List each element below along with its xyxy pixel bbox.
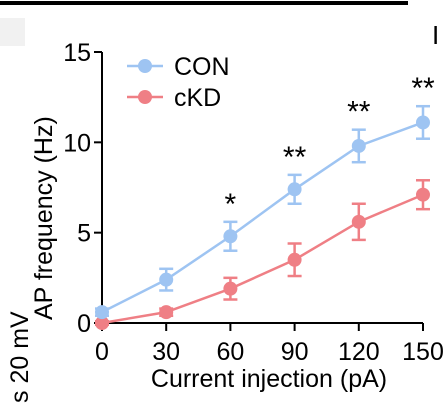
data-point	[416, 187, 430, 202]
plot-area	[95, 104, 430, 330]
x-tick-label: 90	[281, 338, 309, 366]
x-axis-label: Current injection (pA)	[151, 365, 387, 393]
data-point	[223, 281, 238, 296]
significance-annotations: *******	[225, 72, 435, 221]
data-point	[287, 182, 302, 197]
y-tick-label: 10	[63, 129, 91, 157]
data-point	[223, 229, 238, 244]
x-tick-label: 0	[95, 338, 109, 366]
significance-marker: **	[411, 72, 435, 105]
background-patch	[0, 18, 25, 46]
axes: 0 30 60 90 120 150 0 5 10 15	[63, 39, 444, 366]
x-tick-label: 30	[152, 338, 180, 366]
legend-marker	[138, 90, 152, 104]
x-tick-label: 150	[402, 338, 444, 366]
y-tick-label: 0	[77, 310, 91, 338]
data-point	[351, 138, 366, 153]
data-point	[95, 305, 109, 320]
data-point	[159, 305, 174, 320]
y-tick-label: 5	[77, 220, 91, 248]
data-point	[351, 214, 366, 229]
data-point	[416, 115, 430, 130]
legend-label: cKD	[174, 84, 221, 112]
y-axis-label: AP frequency (Hz)	[30, 116, 58, 320]
data-point	[159, 272, 174, 287]
significance-marker: **	[347, 96, 371, 129]
series-line	[101, 121, 424, 314]
panel-edge-label: I	[432, 20, 439, 50]
x-tick-label: 120	[338, 338, 380, 366]
cropped-axis-label: s 20 mV	[6, 311, 34, 403]
data-point	[95, 316, 109, 330]
significance-marker: **	[283, 141, 307, 174]
x-tick-label: 60	[216, 338, 244, 366]
legend-marker	[138, 59, 152, 73]
y-tick-label: 15	[63, 39, 91, 67]
data-point	[287, 252, 302, 267]
legend-label: CON	[174, 53, 230, 81]
legend: CON cKD	[127, 53, 230, 112]
series-line	[101, 193, 424, 325]
significance-marker: *	[225, 188, 237, 221]
